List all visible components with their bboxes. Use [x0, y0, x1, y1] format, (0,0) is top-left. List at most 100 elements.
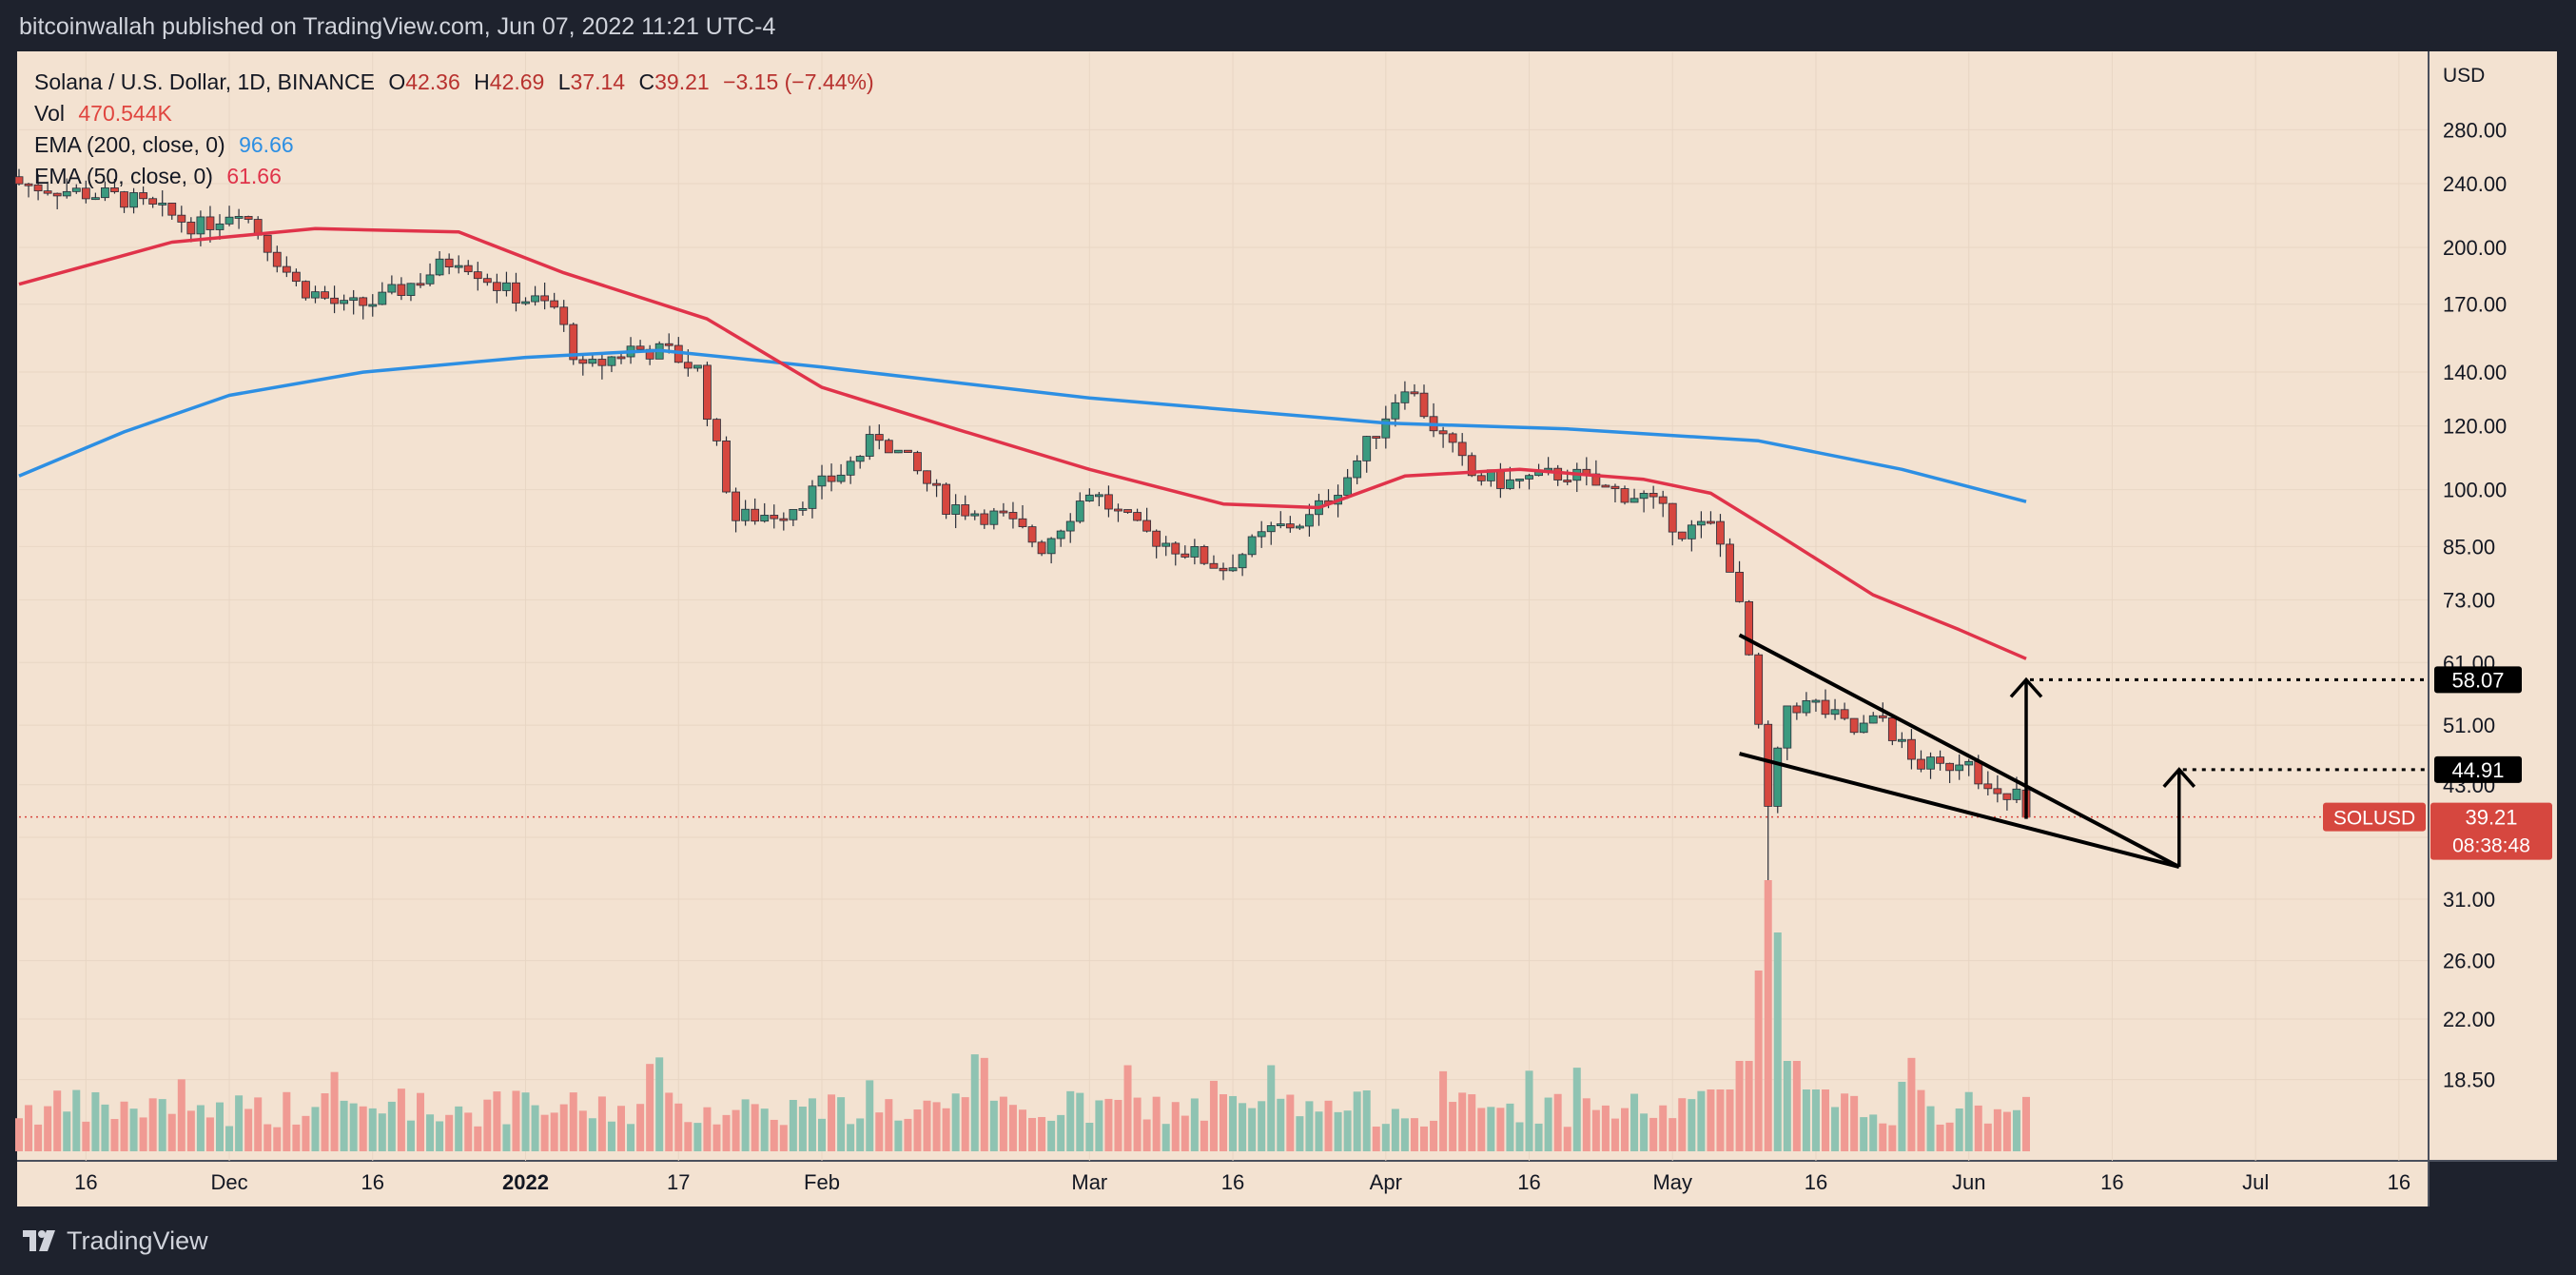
volume-bar	[406, 1120, 415, 1151]
volume-bar	[1792, 1061, 1801, 1151]
volume-bar	[1983, 1123, 1992, 1151]
volume-bar	[368, 1108, 377, 1151]
candle-body	[1897, 738, 1906, 742]
candle-body	[1945, 762, 1955, 772]
legend-low-value: 37.14	[570, 69, 626, 94]
candle-body	[1247, 536, 1257, 556]
candle-body	[1171, 542, 1181, 555]
candle-body	[722, 441, 731, 493]
volume-bar	[837, 1097, 846, 1151]
volume-bar	[1879, 1123, 1887, 1151]
candle-body	[24, 183, 33, 186]
candle-body	[186, 222, 196, 235]
candle-body	[1190, 546, 1200, 558]
candle-body	[1228, 567, 1238, 572]
x-tick-label: 16	[2100, 1170, 2123, 1194]
volume-bar	[770, 1119, 778, 1151]
volume-bar	[578, 1110, 587, 1151]
volume-bar	[1487, 1107, 1495, 1151]
symbol-tag	[2323, 802, 2426, 832]
volume-bar	[1372, 1127, 1380, 1151]
volume-bar	[1220, 1094, 1227, 1151]
candle-body	[1027, 526, 1037, 543]
volume-bar	[1563, 1127, 1571, 1151]
volume-bar	[789, 1100, 797, 1151]
volume-bar	[493, 1091, 501, 1151]
x-tick-label: 2022	[502, 1170, 549, 1194]
tradingview-brand[interactable]: TradingView	[21, 1226, 208, 1256]
volume-bar	[760, 1108, 769, 1151]
volume-bar	[693, 1123, 702, 1151]
candle-body	[664, 343, 673, 346]
volume-bar	[436, 1121, 444, 1151]
candle-body	[942, 483, 951, 515]
candle-body	[1993, 788, 2002, 794]
volume-bar	[597, 1096, 606, 1151]
candle-body	[1840, 709, 1849, 719]
volume-bar	[1439, 1070, 1448, 1151]
volume-bar	[1707, 1089, 1715, 1151]
y-tick-label: 280.00	[2443, 118, 2507, 142]
volume-bar	[235, 1095, 244, 1151]
candle-body	[1811, 699, 1821, 703]
volume-bar	[2012, 1109, 2020, 1151]
volume-bar	[1057, 1114, 1065, 1151]
footer-bar: TradingView	[0, 1206, 2576, 1275]
volume-bar	[1850, 1095, 1859, 1151]
candle-body	[1610, 485, 1620, 489]
tradingview-logo-icon	[23, 1230, 55, 1251]
volume-bar	[1161, 1124, 1170, 1151]
candle-body	[1868, 715, 1878, 724]
volume-bar	[569, 1092, 577, 1151]
volume-bar	[1697, 1090, 1706, 1151]
volume-bar	[1811, 1089, 1820, 1151]
legend-vol-label: Vol	[34, 101, 65, 126]
candle-body	[291, 271, 301, 283]
volume-bar	[980, 1057, 988, 1151]
legend-high-value: 42.69	[489, 69, 545, 94]
candle-body	[110, 187, 119, 192]
volume-bar	[531, 1105, 539, 1151]
volume-bar	[942, 1108, 950, 1151]
candle-body	[531, 295, 539, 303]
x-tick-label: 16	[74, 1170, 97, 1194]
candle-body	[81, 187, 90, 200]
candle-body	[1495, 469, 1505, 489]
y-tick-label: 73.00	[2443, 588, 2495, 612]
candle-body	[2012, 788, 2021, 800]
volume-bar	[798, 1107, 807, 1151]
volume-bar	[1831, 1107, 1840, 1151]
volume-bar	[254, 1097, 263, 1151]
volume-bar	[1659, 1105, 1668, 1151]
target-58-tag	[2434, 666, 2522, 694]
candle-body	[1964, 760, 1974, 766]
candle-body	[808, 485, 817, 509]
wedge-lower-trendline	[1739, 752, 2180, 870]
volume-bar	[1610, 1118, 1619, 1151]
candle-body	[1285, 523, 1295, 529]
candle-body	[1936, 756, 1944, 764]
volume-bar	[1898, 1081, 1906, 1151]
candle-body	[989, 510, 999, 525]
candle-body	[43, 190, 52, 194]
volume-bar	[445, 1114, 454, 1151]
volume-bar	[2002, 1111, 2011, 1151]
volume-bar	[1601, 1105, 1610, 1151]
volume-bar	[1926, 1106, 1935, 1151]
volume-bar	[225, 1126, 234, 1151]
volume-bar	[636, 1104, 645, 1151]
volume-bar	[627, 1124, 635, 1151]
volume-bar	[25, 1105, 33, 1151]
candle-body	[1257, 531, 1266, 538]
candle-body	[741, 508, 751, 521]
volume-bar	[1142, 1119, 1151, 1151]
candle-body	[52, 192, 62, 197]
candle-body	[884, 440, 893, 454]
candle-body	[1142, 520, 1152, 532]
legend-ema50-row: EMA (50, close, 0) 61.66	[34, 161, 874, 192]
candle-body	[1065, 520, 1075, 532]
candle-body	[1601, 484, 1610, 488]
volume-bar	[1783, 1061, 1791, 1151]
candle-body	[1707, 520, 1715, 524]
price-chart[interactable]: 18.5022.0026.0031.0037.0043.0051.0061.00…	[0, 0, 2576, 1206]
